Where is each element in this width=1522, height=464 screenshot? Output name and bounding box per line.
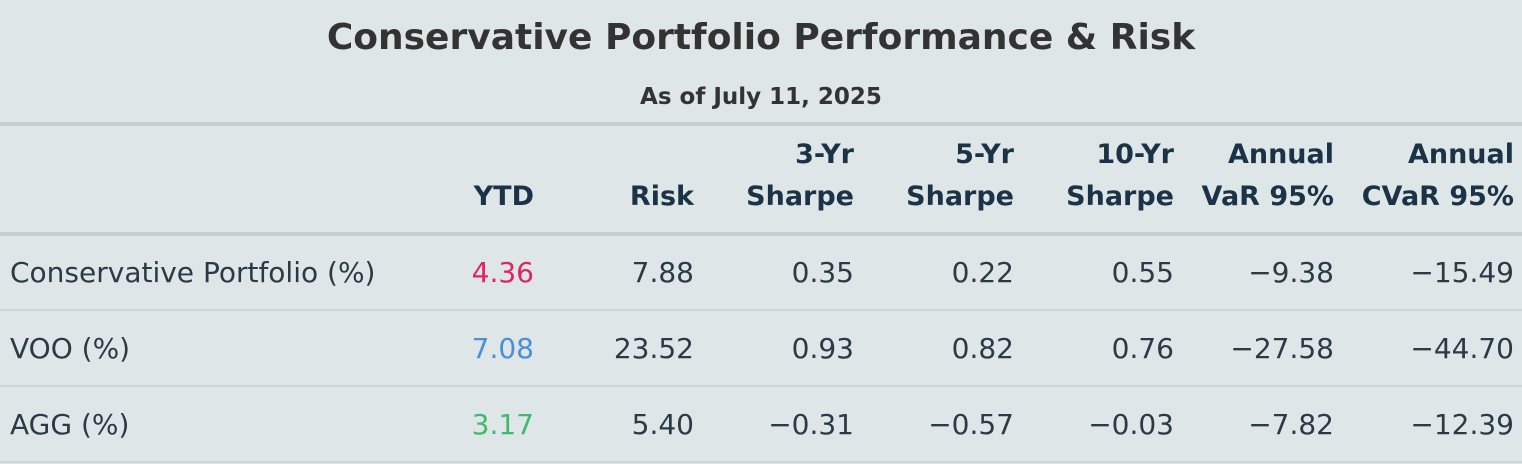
risk-value: 5.40 bbox=[631, 407, 694, 441]
ytd-value: 7.08 bbox=[471, 331, 534, 365]
risk-value: 23.52 bbox=[613, 331, 694, 365]
var95-value: −9.38 bbox=[1248, 256, 1334, 289]
header-3yr-sharpe: 3-Yr Sharpe bbox=[746, 139, 854, 212]
table-subtitle: As of July 11, 2025 bbox=[640, 84, 882, 110]
ytd-value: 3.17 bbox=[471, 407, 534, 441]
header-label bbox=[0, 124, 390, 234]
header-annual-var: Annual VaR 95% bbox=[1201, 139, 1334, 212]
row-label: VOO (%) bbox=[10, 331, 131, 365]
performance-table: YTD Risk 3-Yr Sharpe 5-Yr Sharpe 10-Yr S… bbox=[0, 122, 1522, 463]
table-row: Conservative Portfolio (%) 4.36 7.88 0.3… bbox=[0, 234, 1522, 310]
sharpe-10yr-value: −0.03 bbox=[1088, 407, 1174, 441]
table-title: Conservative Portfolio Performance & Ris… bbox=[326, 17, 1196, 58]
row-label: Conservative Portfolio (%) bbox=[10, 256, 376, 289]
sharpe-10yr-value: 0.76 bbox=[1111, 331, 1174, 365]
var95-value: −27.58 bbox=[1230, 331, 1334, 365]
sharpe-3yr-value: −0.31 bbox=[768, 407, 854, 441]
sharpe-3yr-value: 0.35 bbox=[791, 256, 854, 289]
sharpe-10yr-value: 0.55 bbox=[1111, 256, 1174, 289]
row-label: AGG (%) bbox=[10, 407, 130, 441]
header-10yr-sharpe: 10-Yr Sharpe bbox=[1066, 139, 1174, 212]
header-row: YTD Risk 3-Yr Sharpe 5-Yr Sharpe 10-Yr S… bbox=[0, 124, 1522, 234]
var95-value: −7.82 bbox=[1248, 407, 1334, 441]
header-5yr-sharpe: 5-Yr Sharpe bbox=[906, 139, 1014, 212]
header-annual-cvar: Annual CVaR 95% bbox=[1361, 139, 1514, 212]
header-ytd: YTD bbox=[473, 181, 534, 212]
table-row: VOO (%) 7.08 23.52 0.93 0.82 0.76 −27.58… bbox=[0, 310, 1522, 386]
table-row: AGG (%) 3.17 5.40 −0.31 −0.57 −0.03 −7.8… bbox=[0, 386, 1522, 462]
cvar95-value: −12.39 bbox=[1410, 407, 1514, 441]
ytd-value: 4.36 bbox=[471, 256, 534, 289]
sharpe-5yr-value: 0.82 bbox=[951, 331, 1014, 365]
sharpe-5yr-value: 0.22 bbox=[951, 256, 1014, 289]
sharpe-5yr-value: −0.57 bbox=[928, 407, 1014, 441]
cvar95-value: −44.70 bbox=[1410, 331, 1514, 365]
sharpe-3yr-value: 0.93 bbox=[791, 331, 854, 365]
header-risk: Risk bbox=[629, 181, 694, 212]
cvar95-value: −15.49 bbox=[1410, 256, 1514, 289]
risk-value: 7.88 bbox=[631, 256, 694, 289]
